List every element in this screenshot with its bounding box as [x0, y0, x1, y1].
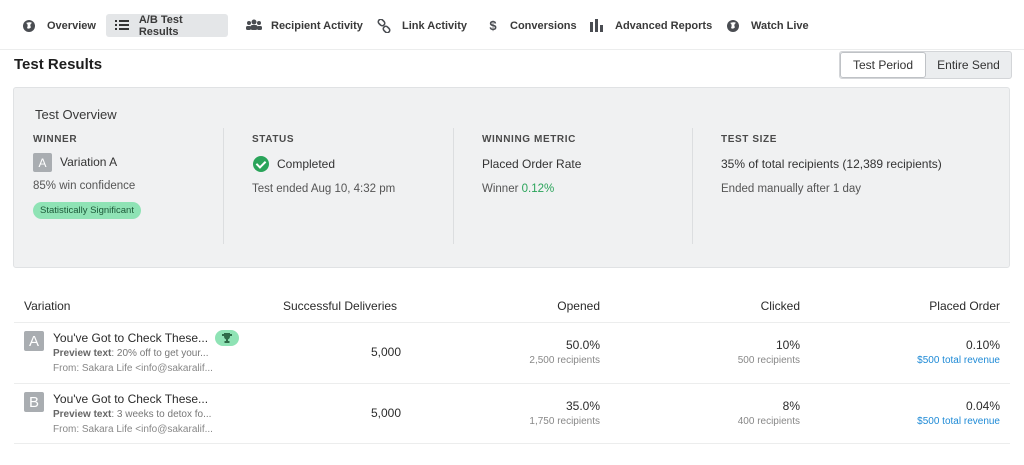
- clicked-value: 10%: [775, 338, 800, 352]
- tab-label: Watch Live: [751, 19, 809, 32]
- size-section: TEST SIZE 35% of total recipients (12,38…: [721, 128, 1001, 244]
- col-variation: Variation: [24, 299, 71, 313]
- tab-advanced-reports[interactable]: Advanced Reports: [581, 14, 721, 37]
- tab-label: Advanced Reports: [615, 19, 713, 32]
- check-circle-icon: [253, 156, 269, 172]
- globe-icon: [726, 19, 742, 33]
- tab-link-activity[interactable]: Link Activity: [368, 14, 476, 37]
- globe-icon: [22, 19, 38, 33]
- entire-send-button[interactable]: Entire Send: [937, 58, 1000, 72]
- bar-chart-icon: [590, 18, 606, 33]
- preview-text: Preview text: 20% off to get your...: [53, 348, 208, 359]
- divider: [692, 128, 693, 244]
- preview-label: Preview text: [53, 348, 112, 359]
- trophy-icon: [215, 330, 239, 346]
- winner-label: WINNER: [33, 134, 78, 145]
- size-value: 35% of total recipients (12,389 recipien…: [721, 157, 942, 171]
- status-value: Completed: [277, 157, 336, 171]
- preview-text: Preview text: 3 weeks to detox fo...: [53, 409, 211, 420]
- size-note: Ended manually after 1 day: [721, 183, 862, 195]
- preview-value: : 3 weeks to detox fo...: [111, 409, 212, 420]
- opened-value: 50.0%: [565, 338, 600, 352]
- test-overview-card: Test Overview WINNER A Variation A 85% w…: [13, 87, 1010, 268]
- winner-name: Variation A: [60, 155, 118, 169]
- metric-value: Placed Order Rate: [482, 157, 582, 171]
- divider: [453, 128, 454, 244]
- revenue-link[interactable]: $500 total revenue: [917, 355, 1000, 366]
- opened-recipients: 1,750 recipients: [529, 416, 600, 427]
- table-row: A You've Got to Check These... Preview t…: [14, 322, 1010, 383]
- tab-label: Conversions: [510, 19, 577, 32]
- opened-recipients: 2,500 recipients: [529, 355, 600, 366]
- users-icon: [246, 19, 262, 33]
- preview-label: Preview text: [53, 409, 112, 420]
- deliveries-value: 5,000: [370, 345, 401, 359]
- win-confidence: 85% win confidence: [33, 180, 136, 192]
- report-nav: Overview A/B Test Results Recipient Acti…: [0, 0, 1024, 50]
- tab-label: Link Activity: [402, 19, 467, 32]
- clicked-recipients: 400 recipients: [737, 416, 800, 427]
- metric-section: WINNING METRIC Placed Order Rate Winner …: [482, 128, 692, 244]
- tab-watch-live[interactable]: Watch Live: [717, 14, 818, 37]
- placed-order-value: 0.04%: [965, 399, 1000, 413]
- from-text: From: Sakara Life <info@sakaralif...: [53, 363, 213, 374]
- tab-label: Overview: [47, 19, 96, 32]
- status-section: STATUS Completed Test ended Aug 10, 4:32…: [252, 128, 452, 244]
- table-row: B You've Got to Check These... Preview t…: [14, 383, 1010, 444]
- period-toggle: Test Period Entire Send: [839, 51, 1012, 79]
- page-title: Test Results: [14, 56, 103, 73]
- revenue-link[interactable]: $500 total revenue: [917, 416, 1000, 427]
- placed-order-value: 0.10%: [965, 338, 1000, 352]
- test-ended-text: Test ended Aug 10, 4:32 pm: [252, 183, 396, 195]
- subject-line[interactable]: You've Got to Check These...: [53, 331, 209, 345]
- tab-label: Recipient Activity: [271, 19, 363, 32]
- variant-badge: A: [33, 153, 52, 172]
- card-title: Test Overview: [35, 107, 117, 122]
- test-period-button[interactable]: Test Period: [840, 52, 926, 78]
- tab-ab-test-results[interactable]: A/B Test Results: [106, 13, 228, 38]
- subject-line[interactable]: You've Got to Check These...: [53, 392, 209, 406]
- list-icon: [115, 19, 130, 33]
- col-placed-order: Placed Order: [929, 299, 1000, 313]
- preview-value: : 20% off to get your...: [111, 348, 209, 359]
- divider: [223, 128, 224, 244]
- col-clicked: Clicked: [760, 299, 800, 313]
- dollar-icon: $: [489, 17, 497, 33]
- metric-label: WINNING METRIC: [482, 134, 576, 145]
- link-icon: [377, 17, 393, 34]
- clicked-value: 8%: [782, 399, 800, 413]
- col-deliveries: Successful Deliveries: [283, 299, 398, 313]
- variant-badge: B: [24, 392, 44, 412]
- significance-badge: Statistically Significant: [33, 202, 141, 219]
- tab-overview[interactable]: Overview: [13, 14, 105, 37]
- winner-section: WINNER A Variation A 85% win confidence …: [33, 128, 223, 244]
- from-text: From: Sakara Life <info@sakaralif...: [53, 424, 213, 435]
- tab-conversions[interactable]: $ Conversions: [476, 14, 586, 37]
- deliveries-value: 5,000: [370, 406, 401, 420]
- variant-badge: A: [24, 331, 44, 351]
- clicked-recipients: 500 recipients: [737, 355, 800, 366]
- winner-rate: 0.12%: [521, 183, 555, 195]
- metric-winner: Winner 0.12%: [482, 183, 554, 195]
- size-label: TEST SIZE: [721, 134, 777, 145]
- opened-value: 35.0%: [565, 399, 600, 413]
- tab-label: A/B Test Results: [138, 13, 183, 38]
- status-label: STATUS: [252, 134, 295, 145]
- winner-prefix: Winner: [482, 183, 519, 195]
- tab-recipient-activity[interactable]: Recipient Activity: [237, 14, 372, 37]
- col-opened: Opened: [557, 299, 600, 313]
